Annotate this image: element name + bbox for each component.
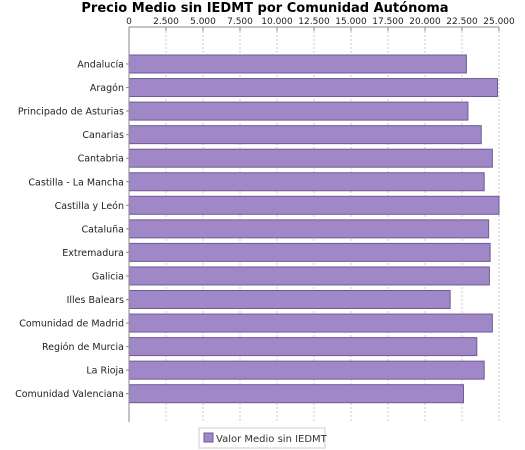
category-label: Aragón — [90, 83, 124, 94]
category-label: Andalucía — [77, 60, 124, 71]
category-labels: Andalucía Aragón Principado de Asturias Can… — [15, 60, 124, 401]
bar — [128, 78, 499, 98]
category-label: Illes Balears — [67, 295, 124, 306]
category-label: Extremadura — [62, 248, 124, 259]
bar — [128, 242, 491, 262]
axis-layer: 0 2.500 5.000 7.500 10.000 12.500 15.000 17.500… — [126, 17, 515, 422]
bars-layer — [128, 54, 500, 404]
x-tick-label: 15.000 — [335, 17, 367, 27]
x-tick-label: 22.500 — [446, 17, 478, 27]
category-label: Cataluña — [81, 224, 124, 235]
legend: Valor Medio sin IEDMT — [198, 427, 328, 449]
legend-label: Valor Medio sin IEDMT — [216, 434, 328, 445]
category-label: Comunidad Valenciana — [15, 389, 124, 400]
bar — [128, 172, 485, 192]
chart-title: Precio Medio sin IEDMT por Comunidad Aut… — [81, 1, 448, 16]
category-label: Galicia — [92, 271, 124, 282]
x-tick-label: 20.000 — [409, 17, 441, 27]
category-label: Principado de Asturias — [18, 107, 124, 118]
bar — [128, 384, 464, 404]
bar — [128, 290, 451, 309]
bar — [128, 337, 478, 357]
x-tick-label: 12.500 — [298, 17, 330, 27]
bar — [128, 360, 485, 380]
category-label: Cantabria — [78, 154, 124, 165]
bar — [128, 266, 490, 286]
bar — [128, 219, 490, 239]
bar — [128, 313, 493, 333]
category-label: Castilla - La Mancha — [28, 177, 124, 188]
legend-box — [198, 427, 326, 449]
category-label: Región de Murcia — [42, 342, 124, 353]
x-tick-label: 5.000 — [190, 17, 216, 27]
legend-swatch — [203, 432, 214, 443]
x-tick-label: 10.000 — [261, 17, 293, 27]
category-label: La Rioja — [86, 366, 124, 377]
x-tick-label: 17.500 — [372, 17, 404, 27]
bar — [128, 195, 500, 215]
bar — [128, 54, 467, 74]
category-label: Canarias — [82, 130, 124, 141]
category-label: Comunidad de Madrid — [19, 319, 124, 330]
x-tick-label: 0 — [126, 17, 132, 27]
bar — [128, 125, 482, 145]
category-label: Castilla y León — [55, 201, 124, 212]
x-tick-label: 2.500 — [153, 17, 179, 27]
bar — [128, 148, 493, 168]
bar — [128, 101, 469, 121]
x-tick-label: 7.500 — [227, 17, 253, 27]
x-tick-label: 25.000 — [483, 17, 515, 27]
